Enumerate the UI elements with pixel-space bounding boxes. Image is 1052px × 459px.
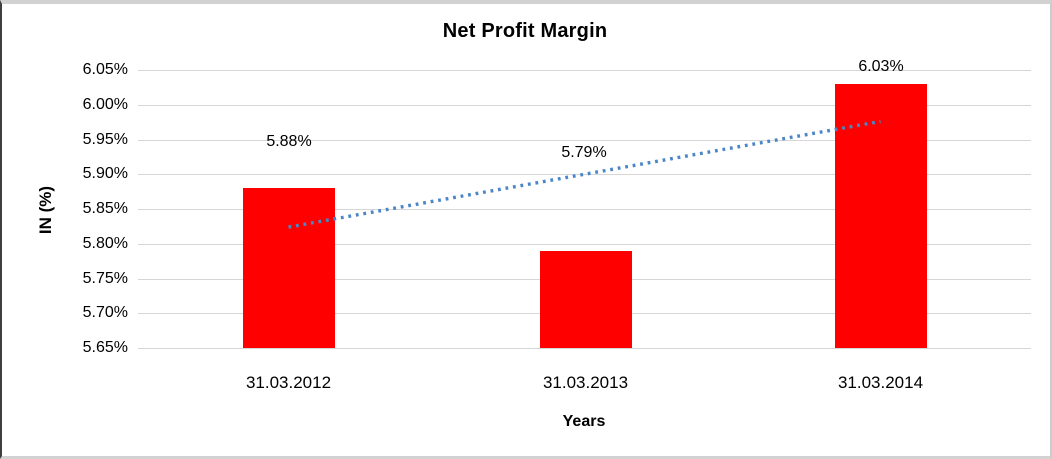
- bar-data-label: 6.03%: [858, 58, 904, 75]
- bar-data-label: 5.79%: [561, 144, 607, 161]
- gridline: [138, 70, 1031, 71]
- plot-area: 5.88% 5.79% 6.03%: [138, 58, 1031, 349]
- gridline: [138, 209, 1031, 210]
- chart-title: Net Profit Margin: [442, 20, 608, 42]
- gridline: [138, 104, 1031, 106]
- gridline: [138, 243, 1031, 245]
- y-tick-label: 5.70%: [82, 304, 128, 322]
- x-axis-title: Years: [562, 413, 606, 430]
- y-tick-label: 5.75%: [82, 269, 128, 287]
- y-axis-tick-labels: 6.05% 6.00% 5.95% 5.90% 5.85% 5.80% 5.75% 5.70%…: [2, 61, 128, 356]
- y-tick-label: 6.00%: [82, 95, 128, 113]
- y-tick-label: 5.90%: [82, 165, 128, 183]
- x-category-label: 31.03.2012: [245, 373, 332, 392]
- bar-data-label: 5.88%: [266, 133, 312, 150]
- x-category-label: 31.03.2013: [542, 373, 629, 392]
- x-category-label: 31.03.2014: [837, 373, 924, 392]
- y-tick-label: 5.95%: [82, 130, 128, 148]
- gridline: [138, 174, 1031, 176]
- y-tick-label: 5.85%: [82, 200, 128, 217]
- y-tick-label: 5.80%: [82, 234, 128, 252]
- bar: [242, 188, 335, 348]
- bar: [539, 250, 632, 348]
- gridline: [138, 348, 1031, 349]
- gridline: [138, 139, 1031, 141]
- y-tick-label: 6.05%: [82, 61, 128, 78]
- y-tick-label: 5.65%: [82, 339, 128, 356]
- linear-trendline: [288, 119, 881, 229]
